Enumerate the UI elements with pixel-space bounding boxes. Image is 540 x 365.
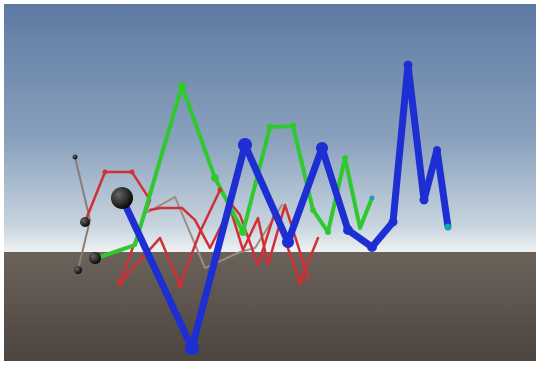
black-node xyxy=(89,252,101,264)
red-node xyxy=(297,279,303,285)
green-node xyxy=(211,174,219,182)
black-node xyxy=(73,155,78,160)
green-node xyxy=(325,229,331,235)
green-node xyxy=(342,155,348,161)
page xyxy=(0,0,540,365)
blue-node xyxy=(185,341,199,355)
black-node xyxy=(80,217,90,227)
blue-node xyxy=(367,242,377,252)
blue-node xyxy=(404,61,413,70)
red-node xyxy=(218,188,223,193)
blue-node xyxy=(433,146,441,154)
green-node xyxy=(310,207,316,213)
red-node xyxy=(130,170,135,175)
blue-node xyxy=(282,236,294,248)
blue-node xyxy=(420,196,429,205)
green-node xyxy=(290,123,297,130)
green-node xyxy=(239,228,247,236)
blue-node xyxy=(343,225,353,235)
blue-node xyxy=(238,138,252,152)
green-node xyxy=(178,82,186,90)
blue-node xyxy=(389,218,398,227)
green-node xyxy=(370,196,375,201)
ground xyxy=(4,252,536,361)
red-node xyxy=(103,170,108,175)
scene xyxy=(0,0,540,365)
black-node xyxy=(74,266,82,274)
green-node xyxy=(267,124,274,131)
blue-node xyxy=(445,224,452,231)
blue-node xyxy=(316,142,328,154)
red-node xyxy=(117,280,123,286)
black-node xyxy=(111,187,133,209)
red-node xyxy=(177,282,183,288)
